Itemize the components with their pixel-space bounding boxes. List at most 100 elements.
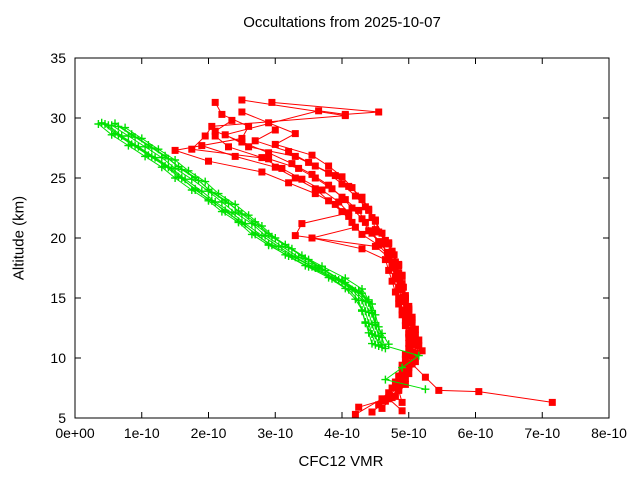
occultation-green-8-plus-marker xyxy=(368,306,376,315)
occultation-green-8-plus-marker xyxy=(204,185,213,194)
occultation-red-8-square-marker xyxy=(265,149,273,157)
occultation-red-4-square-marker xyxy=(278,164,286,172)
occultation-red-8-square-marker xyxy=(393,270,401,278)
occultation-red-5-square-marker xyxy=(418,347,426,355)
occultation-red-4-square-marker xyxy=(415,342,423,350)
occultation-red-8-square-marker xyxy=(388,259,396,267)
occultation-red-3-square-marker xyxy=(405,334,413,342)
occultation-green-7-plus-marker xyxy=(261,231,270,240)
occultation-green-8-plus-marker xyxy=(371,318,380,327)
occultation-red-3-square-marker xyxy=(205,157,212,165)
occultation-green-8-plus-marker xyxy=(318,262,326,271)
occultation-green-5-plus-marker xyxy=(97,118,106,127)
occultation-green-7-plus-marker xyxy=(187,175,196,184)
y-tick-label: 20 xyxy=(50,230,66,246)
occultation-red-6-square-marker xyxy=(348,218,356,226)
occultation-red-8-square-marker xyxy=(228,116,236,124)
occultation-red-2-square-marker xyxy=(265,155,273,163)
occultation-green-8-plus-marker xyxy=(364,295,373,304)
chart-title: Occultations from 2025-10-07 xyxy=(243,14,441,31)
occultation-red-5-square-marker xyxy=(271,126,279,134)
occultation-green-4-plus-marker xyxy=(381,375,390,384)
occultation-red-8-square-marker xyxy=(399,371,407,379)
occultation-red-3-square-marker xyxy=(311,190,319,198)
occultation-red-6-square-marker xyxy=(358,230,366,238)
occultation-red-1-square-marker xyxy=(291,152,299,160)
occultation-red-8-square-marker xyxy=(238,138,246,146)
occultation-red-2-square-marker xyxy=(355,206,363,214)
occultation-red-5-square-marker xyxy=(415,336,423,344)
occultation-green-6-plus-marker xyxy=(231,200,240,209)
occultation-red-2-square-marker xyxy=(341,112,349,120)
occultation-red-4-square-marker xyxy=(345,209,353,217)
occultation-green-8-plus-marker xyxy=(384,340,393,349)
occultation-red-3-square-marker xyxy=(401,355,409,363)
x-tick-label: 1e-10 xyxy=(124,425,160,441)
occultation-red-8-square-marker xyxy=(403,304,411,312)
occultation-green-8-plus-marker xyxy=(127,130,136,139)
occultation-red-6-square-marker xyxy=(231,152,239,160)
y-tick-label: 15 xyxy=(50,290,66,306)
occultation-red-6-square-marker xyxy=(311,185,319,193)
occultation-red-3-square-marker xyxy=(358,245,366,253)
occultation-green-5-plus-marker xyxy=(281,250,290,259)
occultation-green-8-plus-marker xyxy=(221,196,230,205)
occultation-red-6-square-marker xyxy=(388,263,396,271)
occultation-red-1-square-marker xyxy=(245,143,253,151)
occultation-red-8-square-marker xyxy=(348,204,356,212)
occultation-green-8-plus-marker xyxy=(297,251,306,260)
occultation-red-1-square-marker xyxy=(475,388,483,396)
occultation-red-7-square-marker xyxy=(238,108,246,116)
occultation-green-5-plus-marker xyxy=(364,328,373,337)
occultation-red-4-square-marker xyxy=(411,331,419,339)
occultation-red-7-square-marker xyxy=(338,173,346,181)
occultation-red-5-square-marker xyxy=(371,226,379,234)
occultation-red-5-square-marker xyxy=(405,370,413,378)
occultation-red-4-square-marker xyxy=(225,143,232,151)
occultation-red-4-square-marker xyxy=(291,232,299,240)
occultation-green-8-plus-marker xyxy=(144,141,153,149)
occultation-red-8-square-marker xyxy=(383,248,391,256)
occultation-red-1-square-marker xyxy=(315,107,323,115)
occultation-green-4-plus-marker xyxy=(237,218,246,227)
occultation-green-8-plus-marker xyxy=(111,119,119,128)
occultation-red-3-square-marker xyxy=(238,134,246,142)
occultation-green-5-plus-marker xyxy=(127,140,136,149)
occultation-red-3-square-marker xyxy=(245,122,253,130)
occultation-red-7-square-marker xyxy=(348,184,356,192)
occultation-red-1-square-marker xyxy=(268,98,276,106)
occultation-green-5-plus-marker xyxy=(264,240,273,248)
y-tick-label: 10 xyxy=(50,350,66,366)
occultation-green-4-plus-marker xyxy=(147,152,156,161)
occultation-red-1-square-marker xyxy=(421,373,429,381)
occultation-red-2-square-marker xyxy=(208,122,216,130)
occultation-red-5-square-marker xyxy=(351,192,359,200)
occultation-red-2-square-marker xyxy=(311,174,319,182)
occultation-red-4-square-marker xyxy=(318,186,326,194)
occultation-red-2-square-marker xyxy=(188,145,196,153)
occultation-red-6-square-marker xyxy=(198,142,206,150)
occultation-green-5-plus-marker xyxy=(221,206,230,215)
occultation-green-4-line xyxy=(104,123,426,390)
occultation-green-5-plus-marker xyxy=(144,151,153,160)
occultation-red-8-square-marker xyxy=(325,181,333,189)
occultation-red-1-square-marker xyxy=(435,386,443,394)
occultation-red-6-square-marker xyxy=(395,284,403,292)
x-tick-label: 8e-10 xyxy=(591,425,627,441)
occultation-red-4-square-marker xyxy=(398,398,406,406)
occultation-red-8-square-marker xyxy=(410,337,418,345)
occultation-red-5-square-marker xyxy=(368,214,376,222)
occultation-red-1-square-marker xyxy=(548,398,556,406)
occultation-red-5-square-marker xyxy=(251,137,259,145)
occultation-green-5-plus-marker xyxy=(251,229,260,238)
occultation-red-6-square-marker xyxy=(375,241,383,249)
occultation-red-8-square-marker xyxy=(399,293,407,301)
occultation-red-3-square-marker xyxy=(401,322,409,330)
occultation-red-8-square-marker xyxy=(288,160,296,168)
occultation-green-8-plus-marker xyxy=(161,151,170,160)
x-tick-label: 5e-10 xyxy=(391,425,427,441)
occultation-red-7-square-marker xyxy=(308,151,316,159)
occultation-red-3-square-marker xyxy=(395,300,403,308)
occultation-red-7-square-marker xyxy=(371,217,379,225)
y-tick-label: 25 xyxy=(50,170,66,186)
